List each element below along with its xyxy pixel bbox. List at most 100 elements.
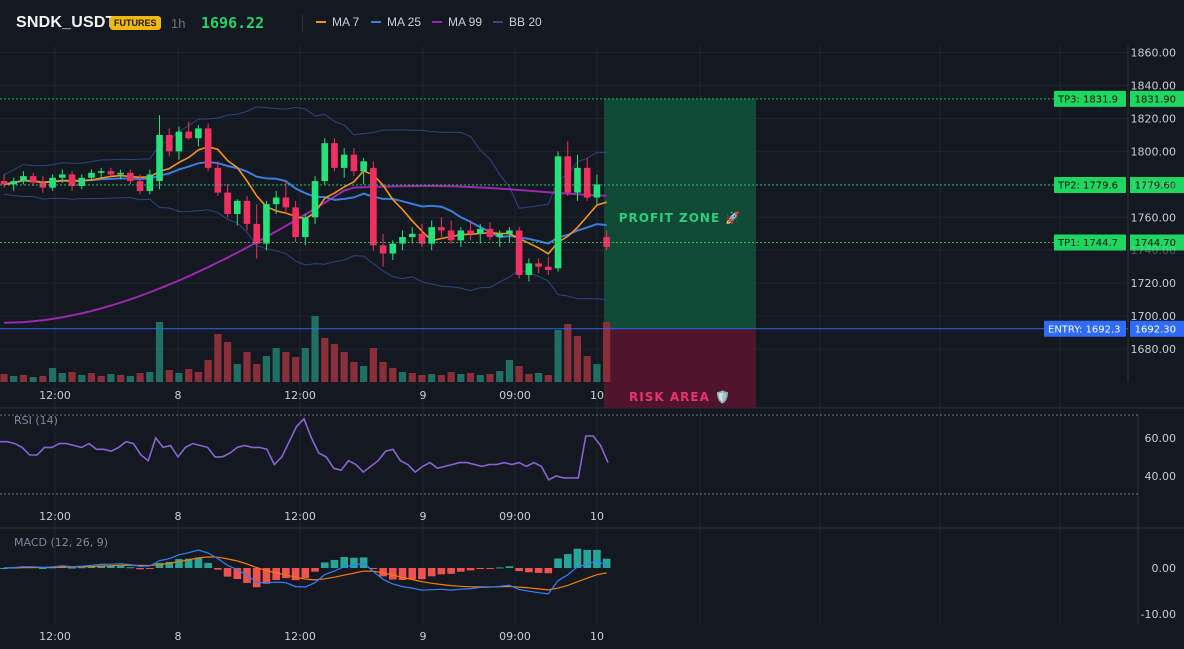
price-tick-label: 1720.00: [1131, 277, 1177, 290]
macd-tick-label: -10.00: [1141, 608, 1176, 621]
legend-bb20-label: BB 20: [509, 15, 542, 29]
volume-bar: [330, 344, 339, 382]
rsi-time-label: 12:00: [284, 510, 316, 523]
macd-hist-bar: [476, 568, 485, 569]
volume-bar: [418, 375, 426, 382]
volume-bar: [398, 372, 407, 382]
macd-hist-bar: [194, 557, 203, 568]
legend-ma25[interactable]: MA 25: [371, 15, 421, 29]
profit-zone-label: PROFIT ZONE 🚀: [619, 211, 742, 225]
macd-hist-bar: [583, 549, 591, 568]
macd-hist-bar: [214, 568, 222, 570]
volume-bar: [379, 362, 387, 382]
candle-body: [486, 228, 494, 238]
timeframe-label[interactable]: 1h: [171, 16, 186, 31]
candle-body: [88, 172, 95, 178]
macd-time-label: 9: [420, 630, 427, 643]
level-price-label: 1692.30: [1135, 324, 1176, 335]
ma25-swatch: [371, 21, 381, 23]
level-tag-label: ENTRY: 1692.3: [1048, 324, 1121, 335]
macd-hist-bar: [320, 562, 329, 568]
macd-pane: MACD (12, 26, 9) 0.00 -10.00 12:00 8 12:00 9 0…: [0, 536, 1176, 643]
rsi-tick-label: 60.00: [1145, 432, 1177, 445]
candle-body: [438, 227, 445, 231]
ma25-line: [3, 160, 607, 245]
candle-body: [321, 143, 329, 182]
candle-body: [127, 172, 134, 182]
price-axis[interactable]: 1860.00 1840.00 1820.00 1800.00 1780.00 1760.…: [1131, 47, 1177, 356]
price-tick-label: 1820.00: [1131, 112, 1177, 125]
volume-bar: [350, 362, 358, 382]
macd-hist-bar: [486, 568, 494, 569]
level-price-label: 1779.60: [1135, 181, 1176, 192]
chart-header: SNDK_USDT FUTURES 1h 1696.22 MA 7 MA 25 …: [0, 0, 1184, 46]
macd-hist-bar: [602, 558, 611, 568]
time-tick-label: 12:00: [284, 389, 316, 402]
legend-ma99[interactable]: MA 99: [432, 15, 482, 29]
macd-signal-line: [3, 556, 607, 591]
last-price: 1696.22: [201, 14, 265, 32]
volume-bar: [136, 373, 144, 382]
candle-body: [253, 223, 261, 244]
volume-bar: [515, 366, 523, 382]
candle-body: [146, 174, 154, 191]
bb20-swatch: [493, 21, 503, 23]
volume-bar: [107, 374, 115, 382]
volume-bar: [369, 348, 377, 382]
macd-hist-bar: [184, 558, 193, 568]
header-divider: [302, 14, 303, 32]
macd-hist-bar: [204, 562, 212, 568]
candle-body: [331, 143, 338, 168]
macd-tick-label: 0.00: [1152, 562, 1177, 575]
candle-body: [204, 128, 212, 168]
volume-bar: [311, 316, 319, 382]
legend-ma7[interactable]: MA 7: [316, 15, 359, 29]
candle-body: [554, 156, 562, 269]
symbol-label[interactable]: SNDK_USDT: [16, 14, 116, 31]
macd-hist-bar: [282, 568, 290, 579]
candle-body: [29, 176, 37, 183]
macd-hist-bar: [291, 568, 300, 581]
candle-body: [418, 233, 426, 244]
volume-bar: [165, 370, 173, 382]
candle-body: [49, 177, 56, 188]
price-tick-label: 1860.00: [1131, 47, 1177, 60]
macd-time-label: 10: [590, 630, 604, 643]
candle-body: [136, 181, 144, 191]
volume-bar: [253, 364, 261, 382]
macd-hist-bar: [311, 568, 319, 572]
time-tick-label: 8: [175, 389, 182, 402]
macd-hist-bar: [175, 559, 183, 568]
level-tag-label: TP3: 1831.9: [1057, 94, 1118, 105]
price-tick-label: 1800.00: [1131, 145, 1177, 158]
macd-hist-bar: [544, 568, 553, 574]
volume-bar: [233, 364, 241, 382]
price-tick-label: 1740.00: [1131, 244, 1177, 257]
volume-bar: [583, 356, 591, 382]
candle-body: [117, 172, 124, 175]
candle-body: [0, 181, 8, 185]
candlesticks: [0, 115, 610, 282]
rsi-title: RSI (14): [14, 414, 58, 427]
volume-bar: [535, 373, 543, 382]
volume-bar: [243, 352, 251, 382]
price-tick-label: 1760.00: [1131, 211, 1177, 224]
level-price-tag: [1130, 90, 1184, 107]
macd-hist-bar: [563, 554, 572, 568]
legend-ma25-label: MA 25: [387, 15, 422, 29]
candle-body: [408, 233, 416, 238]
candle-body: [603, 237, 610, 247]
macd-hist-bar: [408, 568, 417, 580]
candle-body: [165, 134, 173, 152]
volume-bar: [554, 330, 562, 382]
candle-body: [350, 154, 358, 172]
volume-bar: [0, 374, 8, 382]
macd-hist-bar: [116, 566, 125, 568]
bb-lower-line: [3, 193, 607, 300]
volume-bar: [360, 366, 368, 382]
volume-bar: [19, 375, 28, 382]
candle-body: [185, 131, 192, 139]
legend-bb20[interactable]: BB 20: [493, 15, 542, 29]
macd-hist-bar: [573, 548, 582, 568]
